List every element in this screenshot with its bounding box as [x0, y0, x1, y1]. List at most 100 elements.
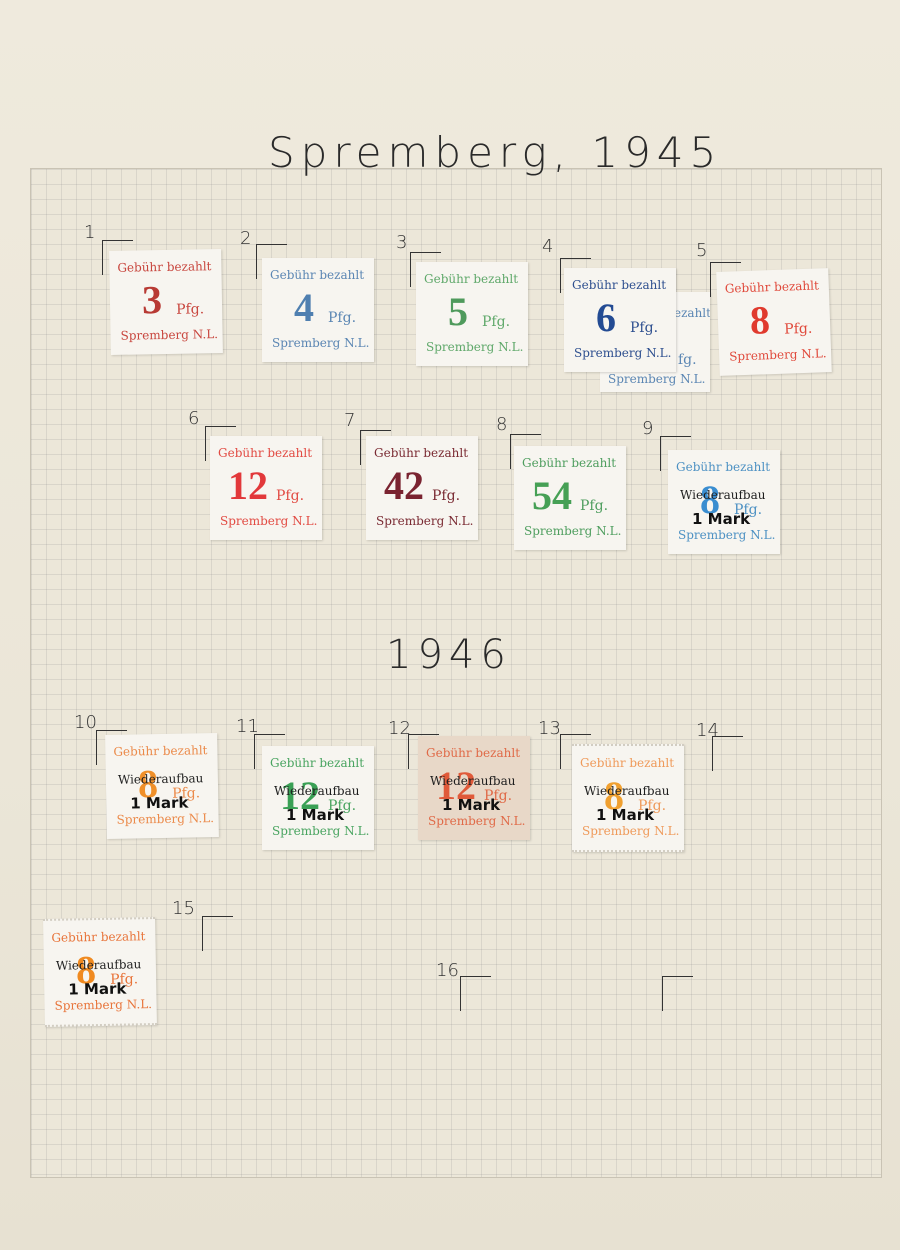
stamp-number-5: 5	[696, 240, 708, 261]
stamp-town: Spremberg N.L.	[376, 514, 474, 528]
stamp-town: Spremberg N.L.	[54, 997, 153, 1013]
stamp-number-7: 7	[344, 410, 356, 431]
stamp-unit: Pfg.	[630, 320, 659, 336]
overprint-text: Wiederaufbau	[117, 771, 204, 787]
stamp-value: 12	[280, 773, 320, 818]
stamp-unit: Pfg.	[580, 498, 609, 514]
stamp-town: Spremberg N.L.	[272, 336, 370, 350]
stamp-10[interactable]: Gebühr bezahlt 8 Pfg. Spremberg N.L. Wiedera…	[105, 733, 219, 839]
stamp-2[interactable]: Gebühr bezahlt 4 Pfg. Spremberg N.L.	[262, 258, 374, 362]
stamp-4[interactable]: Gebühr bezahlt 6 Pfg. Spremberg N.L.	[564, 268, 676, 372]
stamp-number-14: 14	[696, 720, 719, 741]
stamp-value: 54	[532, 473, 572, 518]
stamp-13[interactable]: Gebühr bezahlt 8 Pfg. Spremberg N.L. Wiedera…	[572, 744, 684, 852]
stamp-unit: Pfg.	[328, 798, 357, 814]
mount-corner-1	[102, 240, 133, 275]
stamp-town: Spremberg N.L.	[426, 340, 524, 354]
stamp-town: Spremberg N.L.	[428, 814, 526, 828]
mount-corner-4	[560, 258, 591, 293]
stamp-value: 12	[436, 763, 476, 808]
stamp-1[interactable]: Gebühr bezahlt 3 Pfg. Spremberg N.L.	[109, 249, 223, 355]
stamp-unit: Pfg.	[276, 488, 305, 504]
mount-corner-16	[460, 976, 491, 1011]
stamp-value: 5	[448, 289, 468, 334]
stamp-town: Spremberg N.L.	[582, 824, 680, 838]
stamp-caption: Gebühr bezahlt	[580, 756, 675, 770]
stamp-value: 12	[228, 463, 268, 508]
stamp-unit: Pfg.	[482, 314, 511, 330]
stamp-town: Spremberg N.L.	[272, 824, 370, 838]
stamp-town: Spremberg N.L.	[220, 514, 318, 528]
stamp-number-8: 8	[496, 414, 508, 435]
stamp-number-9: 9	[642, 418, 654, 439]
stamp-8[interactable]: Gebühr bezahlt 54 Pfg. Spremberg N.L.	[514, 446, 626, 550]
mount-corner-9	[660, 436, 691, 471]
stamp-unit: Pfg.	[175, 301, 205, 318]
stamp-7[interactable]: Gebühr bezahlt 42 Pfg. Spremberg N.L.	[366, 436, 478, 540]
stamp-town: Spremberg N.L.	[116, 811, 215, 827]
stamp-number-15: 15	[172, 898, 195, 919]
stamp-number-10: 10	[74, 712, 97, 733]
heading-1946: 1946	[386, 632, 512, 678]
stamp-caption: Gebühr bezahlt	[270, 268, 365, 282]
mount-corner-2	[256, 244, 287, 279]
stamp-number-16: 16	[436, 960, 459, 981]
stamp-caption: Gebühr bezahlt	[113, 743, 208, 759]
stamp-5[interactable]: Gebühr bezahlt 8 Pfg. Spremberg N.L.	[716, 268, 832, 376]
stamp-caption: Gebühr bezahlt	[676, 460, 771, 474]
overprint-text: Wiederaufbau	[55, 957, 142, 973]
stamp-number-2: 2	[240, 228, 252, 249]
stamp-town: Spremberg N.L.	[574, 346, 672, 360]
overprint-text: Wiederaufbau	[680, 488, 766, 502]
stamp-9[interactable]: Gebühr bezahlt 8 Pfg. Spremberg N.L. Wiedera…	[668, 450, 780, 554]
stamp-caption: Gebühr bezahlt	[522, 456, 617, 470]
stamp-caption: Gebühr bezahlt	[426, 746, 521, 760]
mount-corner-7	[360, 430, 391, 465]
stamp-3[interactable]: Gebühr bezahlt 5 Pfg. Spremberg N.L.	[416, 262, 528, 366]
mount-corner-11	[254, 734, 285, 769]
overprint-value: 1 Mark	[442, 796, 501, 814]
overprint-value: 1 Mark	[286, 806, 345, 824]
stamp-unit: Pfg.	[328, 310, 357, 326]
mount-corner-15	[202, 916, 233, 951]
stamp-unit: Pfg.	[432, 488, 461, 504]
mount-corner-8	[510, 434, 541, 469]
mount-corner-14	[712, 736, 743, 771]
stamp-number-11: 11	[236, 716, 259, 737]
mount-corner-10	[96, 730, 127, 765]
stamp-unit: Pfg.	[734, 502, 763, 518]
stamp-number-6: 6	[188, 408, 200, 429]
stamp-fragment-text: ezahlt	[674, 306, 710, 320]
mount-corner-13	[560, 734, 591, 769]
stamp-6[interactable]: Gebühr bezahlt 12 Pfg. Spremberg N.L.	[210, 436, 322, 540]
stamp-town: Spremberg N.L.	[524, 524, 622, 538]
mount-corner-5	[710, 262, 741, 297]
stamp-value: 8	[749, 297, 771, 343]
stamp-11[interactable]: Gebühr bezahlt 12 Pfg. Spremberg N.L. Wieder…	[262, 746, 374, 850]
mount-corner-12	[408, 734, 439, 769]
stamp-caption: Gebühr bezahlt	[218, 446, 313, 460]
stamp-caption: Gebühr bezahlt	[117, 259, 212, 275]
stamp-12[interactable]: Gebühr bezahlt 12 Pfg. Spremberg N.L. Wieder…	[418, 736, 530, 840]
stamp-unit: Pfg.	[783, 320, 813, 338]
stamp-unit: Pfg.	[638, 798, 667, 814]
stamp-number-3: 3	[396, 232, 408, 253]
stamp-town: Spremberg N.L.	[678, 528, 776, 542]
stamp-caption: Gebühr bezahlt	[51, 929, 146, 945]
stamp-caption: Gebühr bezahlt	[424, 272, 519, 286]
overprint-text: Wiederaufbau	[274, 784, 360, 798]
overprint-value: 1 Mark	[596, 806, 655, 824]
overprint-value: 1 Mark	[130, 793, 189, 813]
stamp-value: 3	[141, 277, 163, 323]
stamp-caption: Gebühr bezahlt	[270, 756, 365, 770]
stamp-value: 4	[294, 285, 314, 330]
overprint-value: 1 Mark	[68, 979, 127, 999]
stamp-number-13: 13	[538, 718, 561, 739]
mount-corner-6	[205, 426, 236, 461]
stamp-fragment-unit: fg.	[678, 352, 697, 368]
stamp-15[interactable]: Gebühr bezahlt 8 Pfg. Spremberg N.L. Wiedera…	[43, 917, 157, 1027]
heading-1945: Spremberg, 1945	[268, 128, 723, 177]
stamp-fragment-town: Spremberg N.L.	[608, 372, 706, 386]
stamp-value: 6	[596, 295, 616, 340]
